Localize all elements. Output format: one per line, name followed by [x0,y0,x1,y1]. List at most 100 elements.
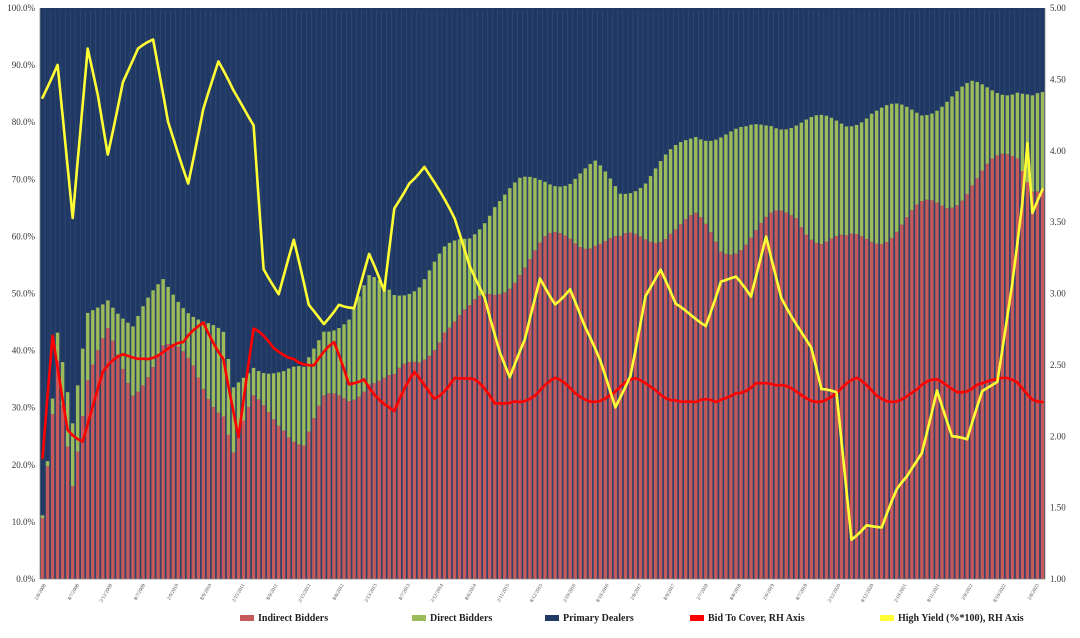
bar-direct-bidders [1015,92,1020,159]
x-axis: 2/8/2008 8/7/2008 2/12/2009 8/7/2009 2/9/201… [35,578,1045,604]
bar-direct-bidders [769,126,773,213]
bar-indirect-bidders [457,315,462,579]
legend-label: High Yield (%*100), RH Axis [898,613,1024,624]
bar-indirect-bidders [171,344,175,579]
bar-indirect-bidders [784,212,788,579]
bar-indirect-bidders [347,401,351,579]
bar-indirect-bidders [578,247,582,579]
bar-indirect-bidders [789,215,793,580]
bar-direct-bidders [191,316,195,366]
bar-indirect-bidders [719,251,723,580]
line-high-yield-100-rh-axis [41,38,1044,541]
bar-indirect-bidders [467,304,472,579]
bar-direct-bidders [980,84,984,171]
bar-indirect-bidders [653,242,658,579]
bar-indirect-bidders [221,416,226,579]
bar-indirect-bidders [965,193,969,579]
x-axis-tick-label: 2/10/2021 [894,583,909,603]
bar-direct-bidders [307,357,311,432]
right-axis-tick-label: 1.50 [1050,503,1066,513]
bar-indirect-bidders [774,210,778,579]
line-series-group [41,38,1044,541]
bar-direct-bidders [55,332,60,361]
bar-direct-bidders [392,295,396,374]
x-axis-tick-label: 2/12/2020 [828,583,843,603]
bar-direct-bidders [658,161,663,243]
bar-direct-bidders [608,178,613,239]
bar-direct-bidders [282,371,286,431]
bar-indirect-bidders [573,243,577,579]
bar-indirect-bidders [794,218,798,579]
bar-indirect-bidders [689,215,693,579]
right-axis-tick-label: 4.00 [1050,146,1066,156]
bar-direct-bidders [156,284,160,357]
bar-indirect-bidders [829,238,834,580]
bar-indirect-bidders [1015,158,1020,579]
bar-direct-bidders [96,307,100,351]
bar-indirect-bidders [86,380,90,579]
bar-indirect-bidders [1030,191,1035,579]
bar-indirect-bidders [372,383,376,579]
bar-direct-bidders [673,145,678,230]
bar-indirect-bidders [327,393,331,579]
bar-indirect-bidders [477,295,482,579]
bar-direct-bidders [327,331,331,394]
bar-indirect-bidders [518,274,522,579]
bar-indirect-bidders [503,292,507,579]
left-axis-tick-label: 100.0% [7,3,35,13]
bar-indirect-bidders [261,405,266,579]
bar-direct-bidders [111,307,115,341]
bar-indirect-bidders [799,227,803,579]
bar-indirect-bidders [96,350,100,579]
bar-direct-bidders [583,168,587,249]
bar-direct-bidders [337,328,341,396]
left-axis-tick-label: 30.0% [12,403,36,413]
bar-indirect-bidders [905,217,909,579]
bar-indirect-bidders [498,294,502,579]
bar-direct-bidders [518,177,522,275]
bar-indirect-bidders [131,395,135,579]
bar-direct-bidders [498,201,502,295]
bar-direct-bidders [874,110,879,244]
x-axis-tick-label: 2/9/2010 [167,583,180,601]
left-axis: 0.0% 10.0% 20.0% 30.0% 40.0% 50.0% 60.0% 70.0% 8… [7,3,41,584]
bar-indirect-bidders [809,239,814,579]
bar-indirect-bidders [598,243,602,579]
bar-indirect-bidders [81,416,85,579]
bar-indirect-bidders [568,238,572,580]
bar-direct-bidders [799,122,803,228]
legend-item-indirect: Indirect Bidders [240,613,328,624]
bar-direct-bidders [201,321,206,389]
bar-direct-bidders [382,284,386,378]
bar-indirect-bidders [704,223,708,579]
bar-direct-bidders [362,285,366,392]
bar-indirect-bidders [980,170,984,579]
bar-direct-bidders [477,229,482,296]
bar-indirect-bidders [116,354,120,579]
bar-indirect-bidders [362,391,366,579]
bar-indirect-bidders [387,375,391,579]
bar-indirect-bidders [779,210,783,579]
x-axis-tick-label: 8/12/2020 [861,583,876,603]
bar-indirect-bidders [769,212,773,579]
x-axis-tick-label: 2/15/2011 [232,583,247,603]
bar-direct-bidders [759,124,763,223]
legend-swatch [880,615,894,621]
bar-indirect-bidders [849,233,854,579]
bar-direct-bidders [668,149,673,234]
bar-direct-bidders [352,308,356,400]
bar-direct-bidders [266,373,271,413]
bar-direct-bidders [322,331,326,396]
right-axis-tick-label: 4.50 [1050,74,1066,84]
bar-direct-bidders [704,140,708,224]
bar-indirect-bidders [915,204,919,580]
bar-indirect-bidders [241,420,246,579]
bar-direct-bidders [503,194,507,293]
bar-indirect-bidders [472,299,477,579]
bar-direct-bidders [161,279,165,346]
bar-indirect-bidders [271,419,276,579]
bar-indirect-bidders [538,242,542,580]
bar-direct-bidders [372,277,376,384]
bar-direct-bidders [1020,93,1025,171]
right-axis-tick-label: 3.00 [1050,289,1066,299]
